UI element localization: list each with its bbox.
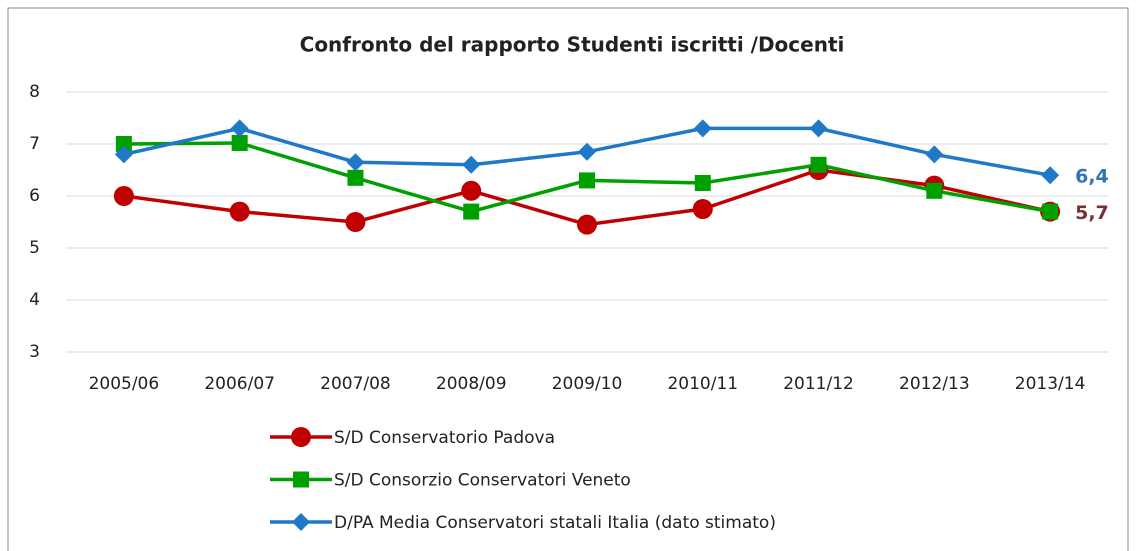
marker xyxy=(926,182,943,199)
marker xyxy=(925,145,944,164)
legend-marker xyxy=(292,513,310,531)
legend-marker xyxy=(293,471,309,488)
marker xyxy=(346,153,365,172)
marker xyxy=(114,145,133,164)
y-tick-label: 7 xyxy=(29,134,40,154)
marker xyxy=(693,119,712,138)
y-tick-label: 4 xyxy=(29,290,40,310)
marker xyxy=(115,136,132,152)
marker xyxy=(577,214,597,235)
marker xyxy=(579,172,595,189)
marker xyxy=(1041,166,1060,185)
chart-border xyxy=(7,7,1129,551)
data-label: 6,4 xyxy=(1075,166,1109,188)
marker xyxy=(462,155,481,174)
x-tick-label: 2006/07 xyxy=(204,374,275,394)
data-label: 5,7 xyxy=(1075,202,1109,224)
marker xyxy=(810,156,827,173)
legend-label: S/D Consorzio Conservatori Veneto xyxy=(334,471,631,491)
x-tick-label: 2009/10 xyxy=(552,374,623,394)
x-tick-label: 2008/09 xyxy=(436,374,507,394)
x-tick-label: 2011/12 xyxy=(783,374,854,394)
x-tick-label: 2005/06 xyxy=(89,374,160,394)
marker xyxy=(231,134,248,151)
x-tick-label: 2010/11 xyxy=(667,374,738,394)
marker xyxy=(461,180,482,201)
y-tick-label: 6 xyxy=(29,186,40,206)
legend-label: S/D Conservatorio Padova xyxy=(334,428,555,448)
x-tick-label: 2013/14 xyxy=(1015,374,1086,394)
x-tick-label: 2007/08 xyxy=(320,374,391,394)
marker xyxy=(345,212,366,232)
x-tick-label: 2012/13 xyxy=(899,374,970,394)
marker xyxy=(229,201,250,222)
marker xyxy=(694,175,711,191)
chart-title: Confronto del rapporto Studenti iscritti… xyxy=(300,33,845,57)
y-tick-label: 3 xyxy=(29,342,40,362)
legend-label: D/PA Media Conservatori statali Italia (… xyxy=(334,513,776,533)
marker xyxy=(1042,203,1059,220)
marker xyxy=(692,199,713,219)
legend-marker xyxy=(291,427,311,447)
marker xyxy=(809,119,828,138)
y-tick-label: 8 xyxy=(29,82,40,102)
marker xyxy=(347,169,364,186)
marker xyxy=(463,203,480,220)
marker xyxy=(578,142,596,161)
y-tick-label: 5 xyxy=(29,238,40,258)
marker xyxy=(230,119,249,138)
marker xyxy=(113,186,134,206)
